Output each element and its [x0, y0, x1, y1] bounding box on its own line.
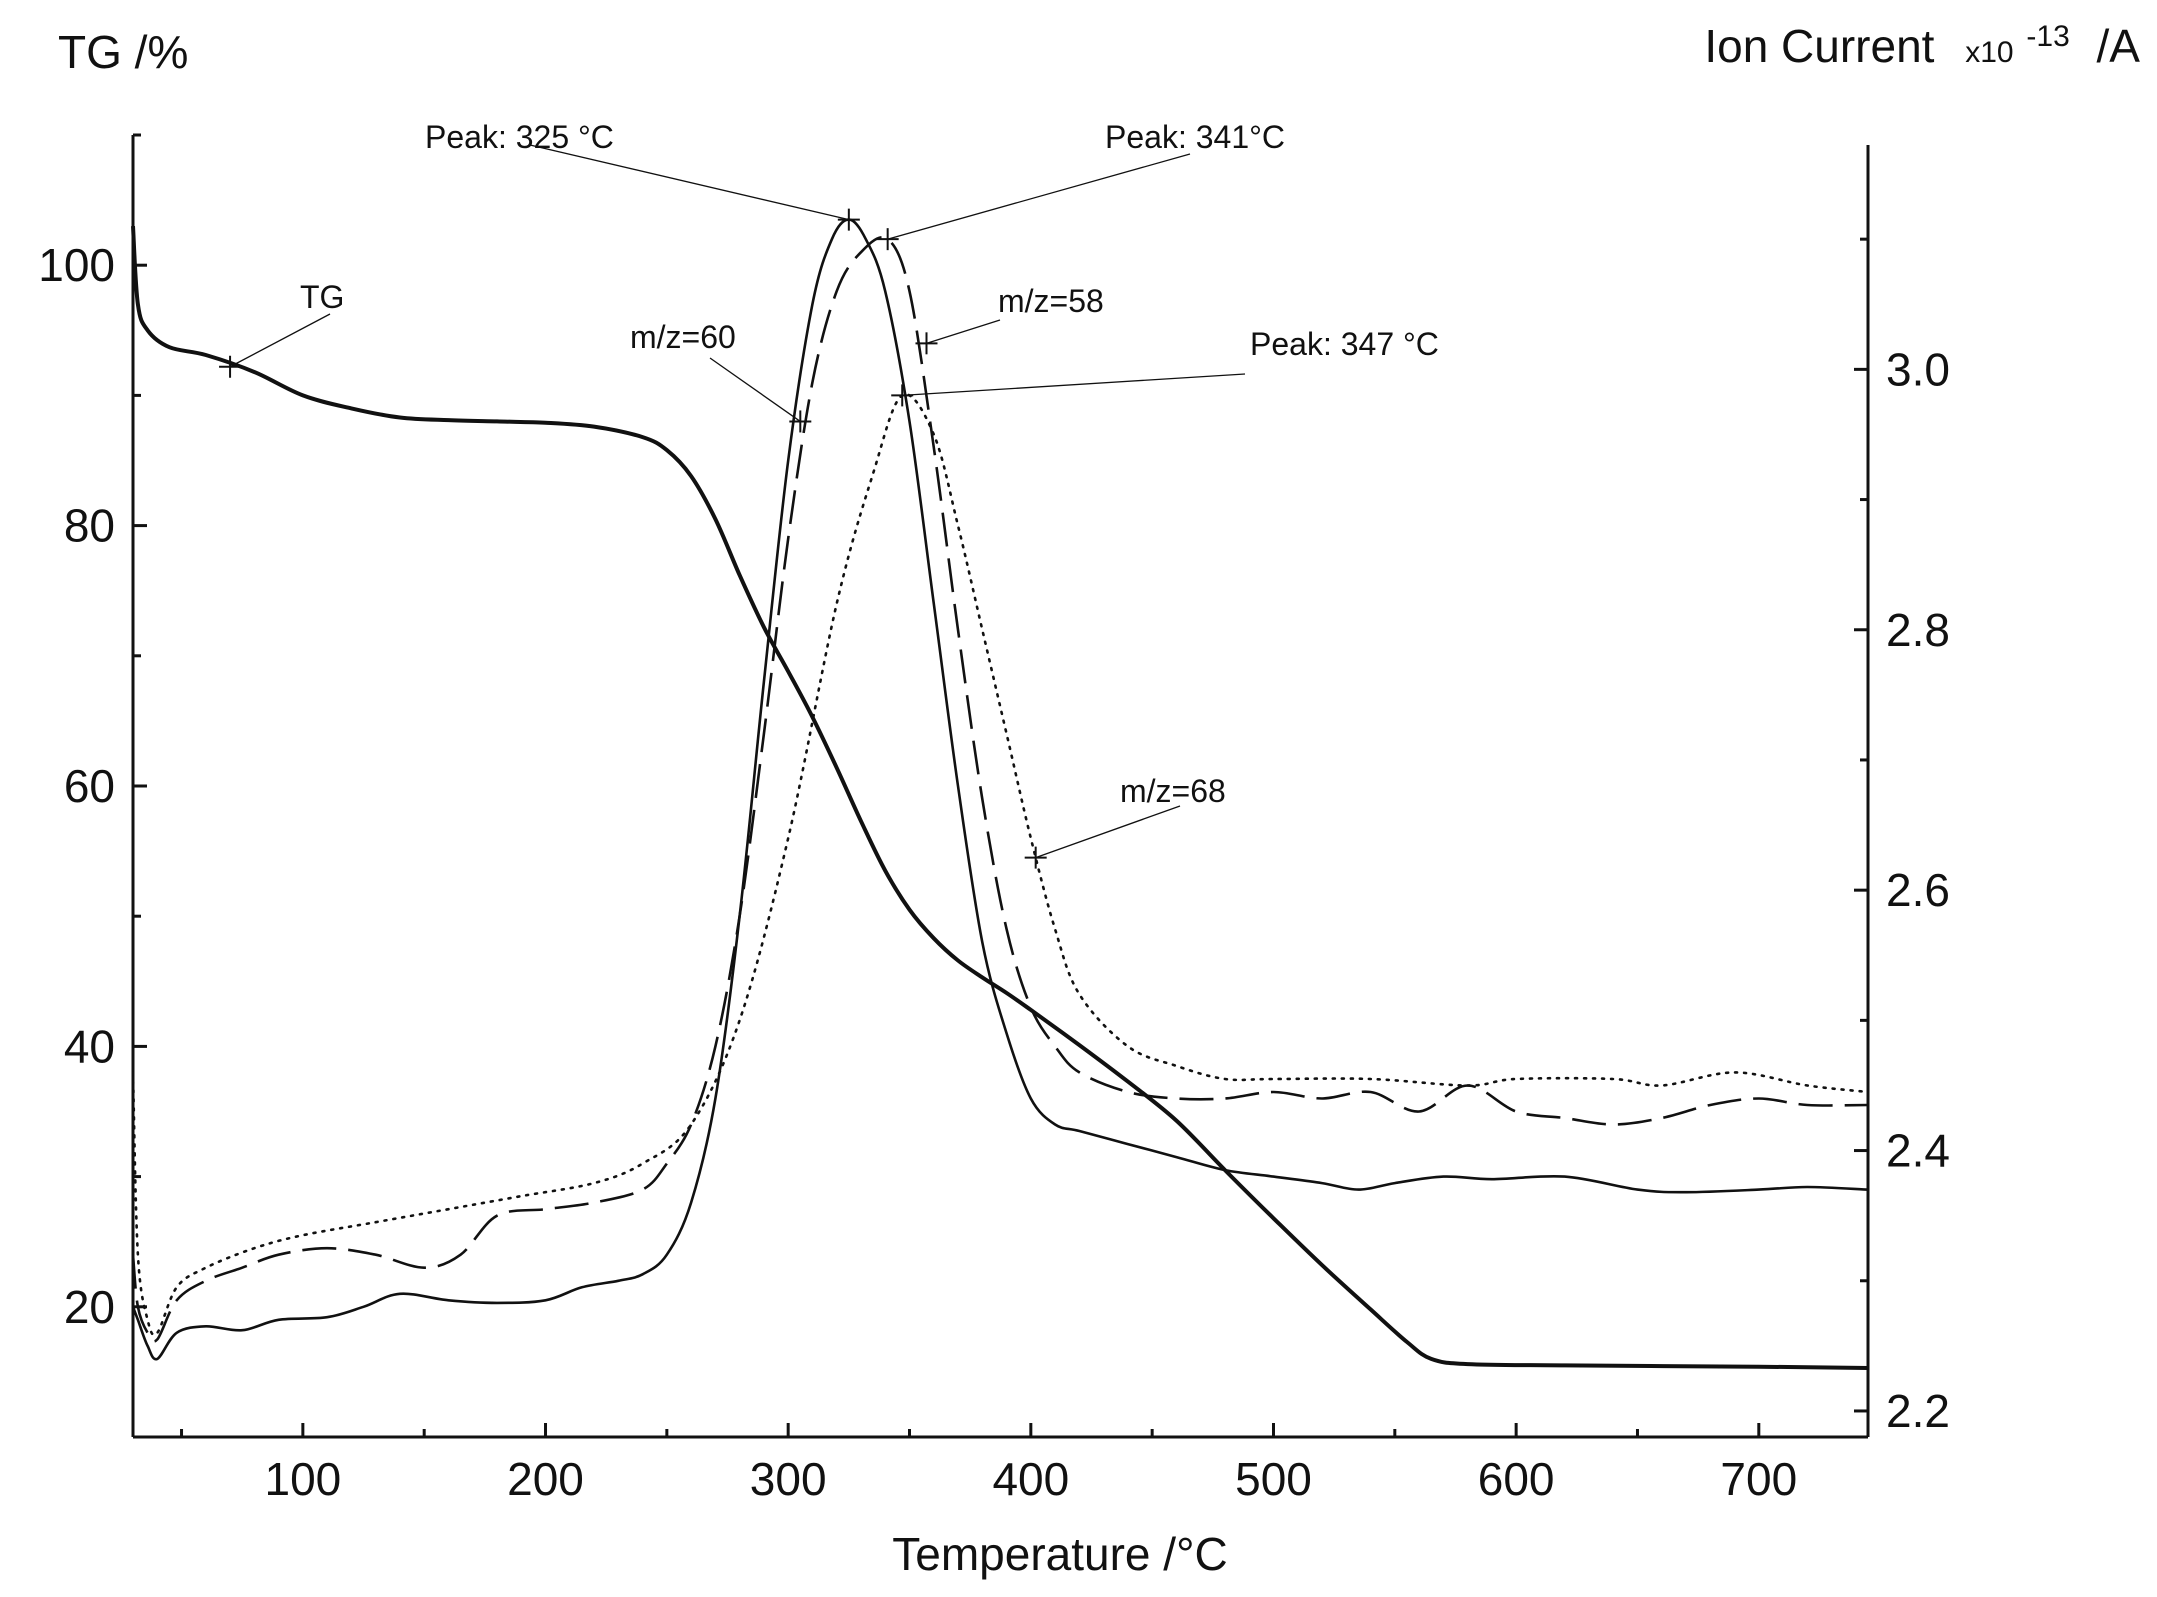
x-tick-label: 300: [750, 1453, 827, 1505]
left-tick-label: 40: [64, 1020, 115, 1072]
series-line-m-z-58: [131, 235, 1869, 1343]
annotation-leader: [709, 357, 801, 422]
right-axis-title-unit: /A: [2097, 20, 2141, 72]
annotation-leader: [926, 319, 1001, 344]
annotations: Peak: 325 °C Peak: 341°C Peak: 347 °C TG m/z…: [219, 119, 1439, 869]
right-axis-title: Ion Current x10 -13 /A: [1704, 4, 2140, 72]
left-axis-title: TG /%: [58, 26, 188, 78]
annotation-label: Peak: 325 °C: [425, 119, 614, 155]
left-tick-label: 100: [38, 239, 115, 291]
left-tick-label: 80: [64, 500, 115, 552]
annotation-label: m/z=58: [998, 283, 1104, 319]
axes: 100 200 300 400 500 600 700 20 40 60 80 100 2.2 2.4 2.…: [38, 133, 1950, 1505]
x-tick-label: 100: [264, 1453, 341, 1505]
x-tick-label: 200: [507, 1453, 584, 1505]
right-tick-label: 2.4: [1886, 1125, 1950, 1177]
right-tick-label: 2.2: [1886, 1385, 1950, 1437]
annotation-leader: [1035, 805, 1181, 859]
right-axis-title-multiplier: x10: [1965, 36, 2013, 69]
annotation-label: m/z=60: [630, 319, 736, 355]
annotation-leader: [902, 373, 1246, 397]
x-tick-label: 600: [1478, 1453, 1555, 1505]
right-tick-label: 2.6: [1886, 864, 1950, 916]
x-tick-label: 700: [1720, 1453, 1797, 1505]
left-tick-label: 20: [64, 1281, 115, 1333]
left-tick-label: 60: [64, 760, 115, 812]
annotation-label: m/z=68: [1120, 773, 1226, 809]
annotation-label: Peak: 341°C: [1105, 119, 1285, 155]
right-tick-label: 3.0: [1886, 343, 1950, 395]
series-line-tg: [131, 225, 1869, 1370]
annotation-leader: [887, 153, 1191, 240]
annotation-label: TG: [300, 279, 344, 315]
x-axis-title: Temperature /°C: [892, 1528, 1227, 1580]
x-tick-label: 400: [992, 1453, 1069, 1505]
series-layer: [131, 218, 1870, 1370]
right-axis-title-exponent: -13: [2026, 20, 2069, 53]
annotation-leader: [529, 144, 849, 221]
annotation-label: Peak: 347 °C: [1250, 326, 1439, 362]
series-line-m-z-68: [131, 393, 1870, 1337]
right-tick-label: 2.8: [1886, 604, 1950, 656]
right-axis-title-main: Ion Current: [1704, 20, 1934, 72]
x-tick-label: 500: [1235, 1453, 1312, 1505]
series-line-m-z-60: [131, 218, 1869, 1361]
annotation-leader: [229, 313, 331, 368]
